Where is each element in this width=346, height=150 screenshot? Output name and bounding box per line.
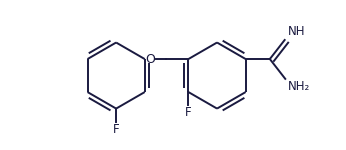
Text: F: F xyxy=(185,106,192,119)
Text: NH₂: NH₂ xyxy=(288,80,310,93)
Text: F: F xyxy=(113,123,119,136)
Text: O: O xyxy=(146,52,155,66)
Text: NH: NH xyxy=(288,25,306,38)
